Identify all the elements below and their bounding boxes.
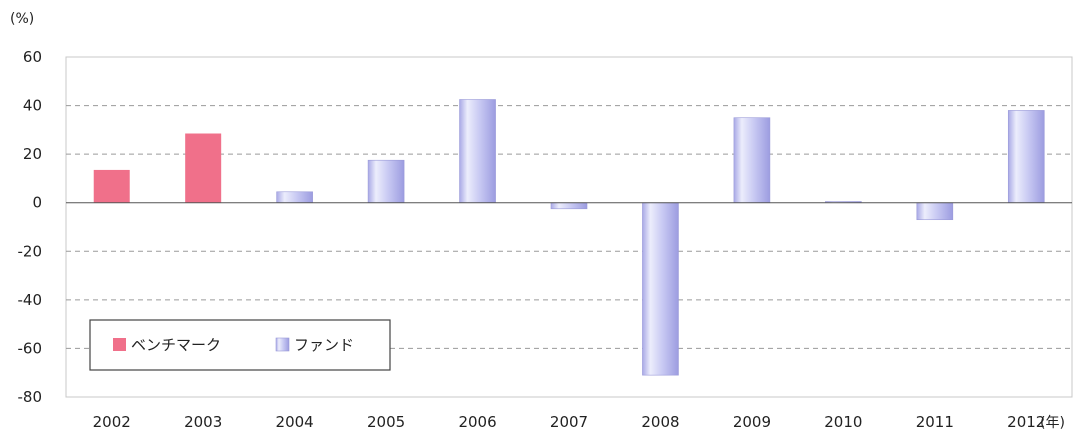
legend-label-fund: ファンド: [294, 336, 354, 354]
x-tick-label: 2004: [276, 413, 314, 431]
bars: [93, 99, 1045, 376]
bar-fund-2008: [642, 202, 679, 376]
x-tick-label: 2003: [184, 413, 222, 431]
x-tick-label: 2002: [93, 413, 131, 431]
grid: [66, 105, 1072, 349]
bar-fund-2007: [550, 202, 588, 210]
legend-swatch-fund: [275, 337, 290, 352]
x-unit-label: (年): [1040, 415, 1065, 431]
y-unit-label: (%): [10, 11, 34, 27]
legend-label-benchmark: ベンチマーク: [131, 336, 221, 354]
legend-box: [89, 319, 391, 371]
x-tick-label: 2012: [1007, 413, 1045, 431]
y-tick-label: 0: [32, 194, 42, 212]
x-tick-label: 2005: [367, 413, 405, 431]
bar-benchmark-2002: [93, 169, 130, 203]
y-tick-label: -40: [18, 291, 43, 309]
y-axis: 60 40 20 0 -20 -40 -60 -80: [18, 48, 43, 406]
y-tick-label: 20: [23, 145, 42, 163]
bar-fund-2004: [276, 191, 313, 204]
x-tick-label: 2008: [641, 413, 679, 431]
bar-fund-2012: [1007, 110, 1045, 204]
bar-benchmark-2003: [185, 133, 222, 203]
x-tick-label: 2007: [550, 413, 588, 431]
y-tick-label: 40: [23, 97, 42, 115]
bar-fund-2005: [367, 159, 405, 204]
x-tick-label: 2009: [733, 413, 771, 431]
bar-fund-2006: [459, 99, 496, 204]
x-tick-label: 2006: [458, 413, 496, 431]
legend: ベンチマーク ファンド: [89, 319, 391, 371]
bar-fund-2011: [916, 202, 954, 221]
y-tick-label: -60: [18, 339, 43, 357]
x-tick-label: 2011: [916, 413, 954, 431]
y-tick-label: -80: [18, 388, 43, 406]
bar-fund-2009: [733, 117, 771, 204]
x-tick-label: 2010: [824, 413, 862, 431]
x-axis: 2002 2003 2004 2005 2006 2007 2008 2009 2010 2011…: [93, 413, 1046, 431]
y-tick-label: 60: [23, 48, 42, 66]
legend-swatch-benchmark: [113, 338, 126, 351]
y-tick-label: -20: [18, 242, 43, 260]
